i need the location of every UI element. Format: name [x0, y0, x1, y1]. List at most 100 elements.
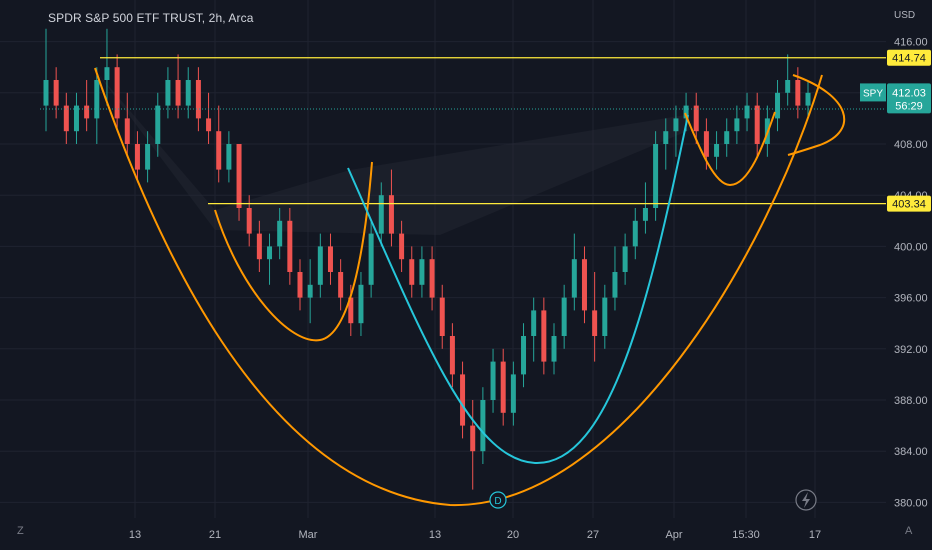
candle-body — [612, 272, 618, 298]
candle-body — [338, 272, 344, 298]
candle-body — [642, 208, 648, 221]
pattern-drawings — [94, 67, 846, 507]
candle-body — [693, 105, 699, 132]
candle-body — [206, 118, 212, 132]
badge-d-label: D — [494, 496, 501, 507]
large-cup-curve — [94, 67, 823, 507]
candle-body — [348, 297, 354, 324]
candlestick-series — [43, 28, 811, 490]
candle-body — [703, 131, 709, 157]
candle-body — [775, 92, 781, 119]
candle-body — [663, 131, 669, 144]
candle-body — [185, 80, 191, 106]
candle-body — [53, 80, 59, 106]
time-tick-label: 20 — [507, 529, 519, 541]
candle-body — [388, 195, 394, 234]
candle-body — [480, 400, 486, 452]
currency-label: USD — [894, 10, 915, 21]
candle-body — [195, 80, 201, 119]
symbol-badge — [860, 83, 886, 102]
candle-body — [43, 80, 49, 106]
badge-d[interactable]: D — [489, 491, 507, 509]
candle-body — [622, 246, 628, 272]
candle-body — [256, 233, 262, 260]
candle-body — [653, 144, 659, 208]
candle-body — [785, 80, 791, 93]
candle-body — [470, 425, 476, 452]
zoom-button[interactable]: Z — [17, 525, 24, 537]
candle-body — [63, 105, 69, 132]
candle-body — [297, 272, 303, 298]
candle-body — [460, 374, 466, 426]
symbol-badge-text: SPY — [863, 88, 883, 99]
price-tick-label: 388.00 — [894, 395, 928, 407]
candle-body — [216, 131, 222, 170]
price-tick-label: 392.00 — [894, 344, 928, 356]
price-tick-label: 400.00 — [894, 241, 928, 253]
symbol-title: SPDR S&P 500 ETF TRUST, 2h, Arca — [48, 11, 254, 25]
candle-body — [714, 144, 720, 157]
candle-body — [724, 131, 730, 144]
candle-body — [277, 220, 283, 247]
candle-body — [521, 336, 527, 375]
candle-body — [744, 105, 750, 119]
candle-body — [73, 105, 79, 132]
price-tick-label: 416.00 — [894, 37, 928, 49]
candle-body — [104, 67, 110, 80]
candle-body — [500, 361, 506, 413]
candle-body — [84, 105, 90, 119]
candle-body — [124, 118, 130, 144]
candle-body — [551, 336, 557, 362]
candle-body — [490, 361, 496, 400]
candle-body — [602, 297, 608, 336]
level-price-badge — [887, 49, 931, 66]
level-price-text: 414.74 — [892, 53, 926, 65]
lightning-icon[interactable] — [795, 489, 817, 511]
last-price-badge — [887, 83, 931, 114]
level-price-text: 403.34 — [892, 199, 926, 211]
time-tick-label: 15:30 — [732, 529, 760, 541]
candle-body — [317, 246, 323, 285]
candle-body — [307, 284, 313, 298]
candle-body — [581, 259, 587, 311]
candle-body — [287, 220, 293, 272]
price-tick-label: 380.00 — [894, 497, 928, 509]
time-axis[interactable] — [0, 518, 886, 550]
candle-body — [267, 246, 273, 260]
candle-body — [531, 310, 537, 336]
candle-body — [449, 336, 455, 375]
countdown-text: 56:29 — [895, 100, 923, 112]
candle-body — [734, 118, 740, 132]
time-tick-label: 13 — [429, 529, 441, 541]
candle-body — [673, 118, 679, 132]
candle-body — [145, 144, 151, 170]
price-tick-label: 384.00 — [894, 446, 928, 458]
chart-grid — [0, 0, 886, 518]
candle-body — [541, 310, 547, 362]
auto-scale-button[interactable]: A — [905, 525, 913, 537]
candle-body — [378, 195, 384, 234]
candle-body — [226, 144, 232, 170]
price-tick-label: 396.00 — [894, 293, 928, 305]
candle-body — [683, 105, 689, 119]
candle-body — [236, 144, 242, 208]
price-axis[interactable] — [886, 0, 932, 518]
time-axis-ticks: 13 21 Mar 13 20 27 Apr 15:30 17 — [129, 529, 821, 541]
candle-body — [175, 80, 181, 106]
time-tick-label: Mar — [299, 529, 318, 541]
price-tick-label: 408.00 — [894, 139, 928, 151]
time-tick-label: Apr — [665, 529, 682, 541]
candle-body — [246, 208, 252, 234]
time-tick-label: 27 — [587, 529, 599, 541]
time-tick-label: 21 — [209, 529, 221, 541]
candle-body — [632, 220, 638, 247]
handle-loop-curve — [787, 74, 846, 156]
candle-body — [429, 259, 435, 298]
candle-body — [592, 310, 598, 336]
candle-body — [358, 284, 364, 324]
candle-body — [805, 92, 811, 106]
candle-body — [439, 297, 445, 336]
candle-body — [399, 233, 405, 260]
